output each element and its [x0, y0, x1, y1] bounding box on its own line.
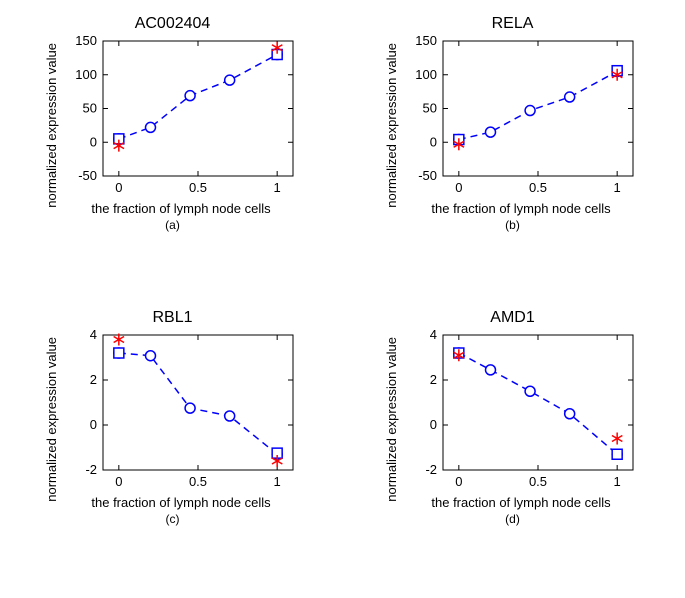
- svg-text:0: 0: [430, 134, 437, 149]
- svg-text:0: 0: [115, 180, 122, 195]
- svg-text:4: 4: [90, 329, 97, 342]
- y-axis-label: normalized expression value: [384, 337, 399, 502]
- chart-grid: AC002404 normalized expression value 0 0.5 1…: [15, 15, 670, 583]
- subplot-label: (b): [505, 218, 520, 232]
- svg-text:100: 100: [75, 67, 97, 82]
- svg-text:0.5: 0.5: [529, 474, 547, 489]
- svg-text:0.5: 0.5: [189, 474, 207, 489]
- plot-wrap: normalized expression value 0 0.5 1 -50 0 50 10…: [44, 35, 301, 216]
- svg-text:1: 1: [274, 180, 281, 195]
- svg-text:50: 50: [423, 101, 437, 116]
- svg-text:0: 0: [455, 180, 462, 195]
- svg-text:-2: -2: [85, 462, 97, 477]
- plot-title: AMD1: [490, 309, 534, 327]
- svg-text:100: 100: [415, 67, 437, 82]
- svg-text:-2: -2: [425, 462, 437, 477]
- subplot-label: (a): [165, 218, 180, 232]
- subplot-label: (c): [166, 512, 180, 526]
- plot-title: RELA: [492, 15, 534, 33]
- y-axis-label: normalized expression value: [44, 337, 59, 502]
- panel-c: RBL1 normalized expression value 0 0.5 1 -2 0 2…: [15, 309, 330, 583]
- plot-title: AC002404: [135, 15, 211, 33]
- svg-text:150: 150: [415, 35, 437, 48]
- x-axis-label: the fraction of lymph node cells: [91, 495, 270, 510]
- panel-a: AC002404 normalized expression value 0 0.5 1…: [15, 15, 330, 289]
- subplot-label: (d): [505, 512, 520, 526]
- svg-text:-50: -50: [418, 168, 437, 183]
- plot-c: 0 0.5 1 -2 0 2 4: [61, 329, 301, 494]
- svg-text:2: 2: [90, 372, 97, 387]
- panel-b: RELAnormalized expression value00.51-500…: [355, 15, 670, 289]
- svg-text:2: 2: [430, 372, 437, 387]
- y-axis-label: normalized expression value: [44, 43, 59, 208]
- panel-d: AMD1 normalized expression value 0 0.5 1 -2 0 2…: [355, 309, 670, 583]
- x-axis-label: the fraction of lymph node cells: [91, 201, 270, 216]
- plot-b: 0 0.5 1 -50 0 50 100 150: [401, 35, 641, 200]
- plot-wrap: normalized expression value 0 0.5 1 -2 0 2 4 the…: [384, 329, 641, 510]
- svg-text:1: 1: [614, 180, 621, 195]
- svg-text:4: 4: [430, 329, 437, 342]
- svg-text:0: 0: [90, 134, 97, 149]
- plot-a: 0 0.5 1 -50 0 50 100 150: [61, 35, 301, 200]
- plot-title: RBL1: [152, 309, 192, 327]
- x-axis-label: the fraction of lymph node cells: [431, 201, 610, 216]
- svg-text:0: 0: [90, 417, 97, 432]
- plot-wrap: normalized expression value 0 0.5 1 -2 0 2 4 the…: [44, 329, 301, 510]
- svg-text:-50: -50: [78, 168, 97, 183]
- svg-text:150: 150: [75, 35, 97, 48]
- svg-text:0.5: 0.5: [189, 180, 207, 195]
- svg-text:1: 1: [274, 474, 281, 489]
- x-axis-label: the fraction of lymph node cells: [431, 495, 610, 510]
- y-axis-label: normalized expression value: [384, 43, 399, 208]
- svg-text:1: 1: [614, 474, 621, 489]
- svg-text:0: 0: [455, 474, 462, 489]
- plot-wrap: normalized expression value 0 0.5 1 -50 0 50 10…: [384, 35, 641, 216]
- svg-text:0: 0: [430, 417, 437, 432]
- svg-text:50: 50: [83, 101, 97, 116]
- plot-d: 0 0.5 1 -2 0 2 4: [401, 329, 641, 494]
- svg-text:0: 0: [115, 474, 122, 489]
- svg-text:0.5: 0.5: [529, 180, 547, 195]
